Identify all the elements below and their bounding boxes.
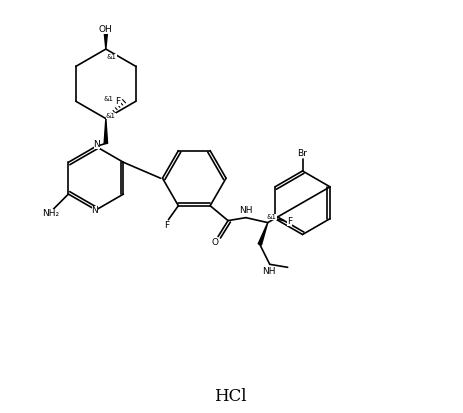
Text: N: N bbox=[94, 140, 100, 150]
Text: O: O bbox=[211, 238, 218, 247]
Text: HCl: HCl bbox=[213, 388, 246, 405]
Text: NH: NH bbox=[262, 267, 275, 276]
Text: OH: OH bbox=[99, 25, 113, 34]
Text: F: F bbox=[287, 217, 292, 226]
Polygon shape bbox=[104, 34, 107, 49]
Text: &1: &1 bbox=[266, 214, 276, 220]
Text: NH: NH bbox=[238, 206, 252, 215]
Text: &1: &1 bbox=[106, 113, 116, 119]
Text: &1: &1 bbox=[104, 96, 113, 102]
Text: &1: &1 bbox=[106, 54, 117, 60]
Text: NH₂: NH₂ bbox=[42, 209, 59, 218]
Polygon shape bbox=[104, 119, 107, 143]
Text: F: F bbox=[115, 97, 120, 106]
Text: N: N bbox=[91, 206, 98, 216]
Text: Br: Br bbox=[297, 149, 307, 158]
Polygon shape bbox=[257, 223, 267, 245]
Text: F: F bbox=[163, 221, 169, 230]
